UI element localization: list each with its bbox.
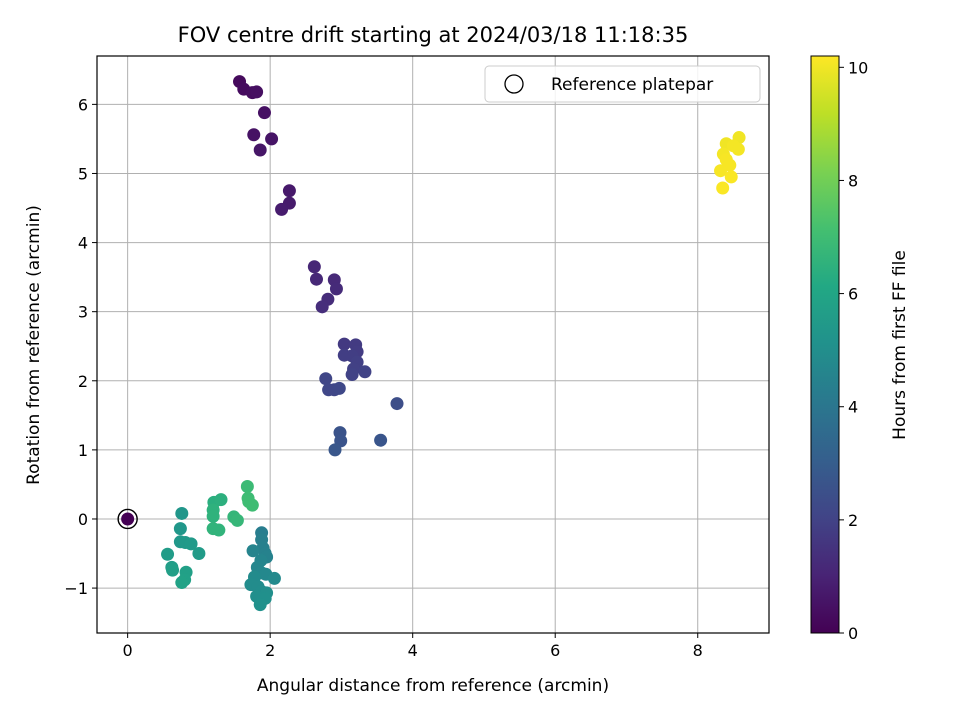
colorbar-tick-label: 4 [848, 398, 858, 417]
colorbar-tick-label: 8 [848, 171, 858, 190]
legend-reference-marker [504, 74, 524, 94]
colorbar-ticks: 0 2 4 6 8 10 [839, 58, 868, 643]
data-point [716, 181, 730, 195]
colorbar-tick-label: 10 [848, 58, 868, 77]
x-axis-ticks: 0 2 4 6 8 [123, 633, 703, 660]
data-point [247, 128, 261, 142]
data-point [253, 598, 267, 612]
chart-title: FOV centre drift starting at 2024/03/18 … [178, 23, 689, 47]
data-point [390, 397, 404, 411]
data-point [374, 433, 388, 447]
colorbar-tick-label: 0 [848, 624, 858, 643]
data-point [714, 164, 728, 178]
data-point [315, 300, 329, 314]
colorbar-gradient [810, 55, 840, 634]
legend-box [484, 65, 761, 103]
data-point [329, 282, 343, 296]
x-tick-label: 2 [265, 641, 275, 660]
data-point [121, 512, 135, 526]
reference-circle [117, 508, 138, 530]
y-tick-label: 5 [78, 164, 88, 183]
y-axis-label: Rotation from reference (arcmin) [24, 205, 44, 485]
data-point [724, 170, 738, 184]
data-point [173, 522, 187, 536]
data-point [328, 443, 342, 457]
data-point [175, 576, 189, 590]
data-points [121, 75, 746, 612]
colorbar-tick-label: 6 [848, 285, 858, 304]
data-point [192, 547, 206, 561]
data-point [319, 372, 333, 386]
data-point [246, 544, 260, 558]
data-point [282, 184, 296, 198]
colorbar-label: Hours from first FF file [890, 250, 910, 440]
data-point [267, 571, 281, 585]
legend: Reference platepar [484, 65, 761, 103]
legend-entry: Reference platepar [551, 75, 713, 95]
data-point [166, 563, 180, 577]
x-tick-label: 4 [408, 641, 418, 660]
colorbar-tick-label: 2 [848, 511, 858, 530]
grid-lines [97, 56, 769, 633]
x-tick-label: 0 [123, 641, 133, 660]
plot-frame [96, 55, 770, 634]
data-point [230, 513, 244, 527]
data-point [184, 537, 198, 551]
y-tick-label: 6 [78, 95, 88, 114]
x-tick-label: 8 [693, 641, 703, 660]
data-point [345, 368, 359, 382]
data-point [257, 106, 271, 120]
data-point [250, 85, 264, 99]
data-point [161, 547, 175, 561]
data-point [212, 523, 226, 537]
data-point [309, 272, 323, 286]
y-tick-label: 3 [78, 303, 88, 322]
y-tick-label: 2 [78, 372, 88, 391]
data-point [240, 480, 254, 494]
y-tick-label: 4 [78, 234, 88, 253]
data-point [731, 142, 745, 156]
data-point [275, 202, 289, 216]
x-axis-label: Angular distance from reference (arcmin) [257, 676, 609, 696]
y-tick-label: −1 [64, 579, 88, 598]
reference-marker [117, 508, 138, 530]
data-point [358, 365, 372, 379]
y-tick-label: 0 [78, 510, 88, 529]
data-point [245, 498, 259, 512]
data-point [332, 381, 346, 395]
colorbar: 0 2 4 6 8 10 Hours from first FF file [810, 55, 910, 643]
data-point [214, 493, 228, 507]
data-point [253, 143, 267, 157]
data-point [337, 337, 351, 351]
data-point [265, 132, 279, 146]
data-point [206, 509, 220, 523]
data-point [307, 260, 321, 274]
x-tick-label: 6 [550, 641, 560, 660]
data-point [175, 506, 189, 520]
y-tick-label: 1 [78, 441, 88, 460]
y-axis-ticks: −1 0 1 2 3 4 5 6 [64, 95, 97, 598]
